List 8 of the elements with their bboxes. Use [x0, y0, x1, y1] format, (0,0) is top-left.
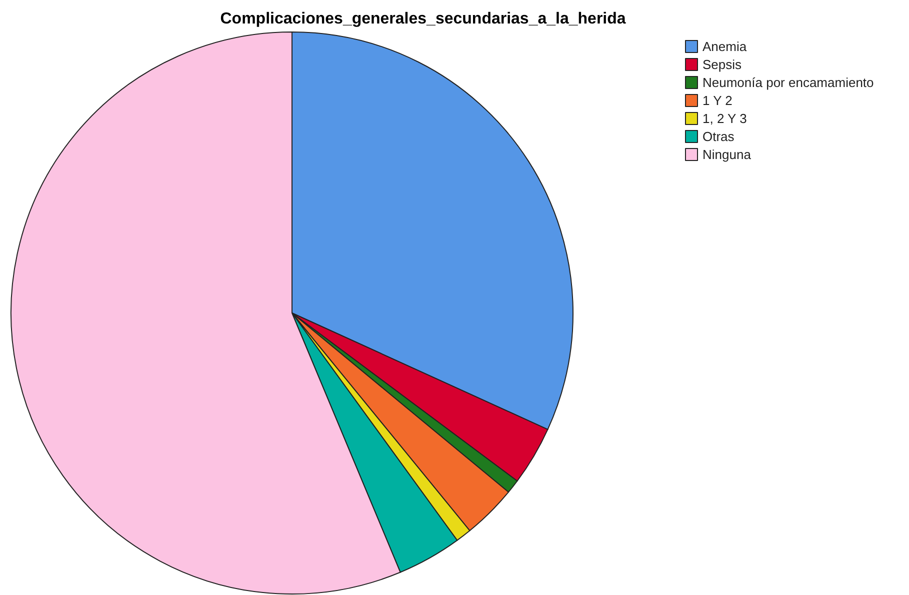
legend-label: 1, 2 Y 3 [702, 111, 747, 126]
legend-label: 1 Y 2 [702, 93, 732, 108]
legend-label: Sepsis [702, 57, 742, 72]
legend-label: Otras [702, 129, 735, 144]
legend-label: Ninguna [702, 147, 752, 162]
chart-title: Complicaciones_generales_secundarias_a_la_herida [220, 10, 626, 28]
legend-label: Neumonía por encamamiento [702, 75, 874, 90]
legend-label: Anemia [702, 39, 748, 54]
